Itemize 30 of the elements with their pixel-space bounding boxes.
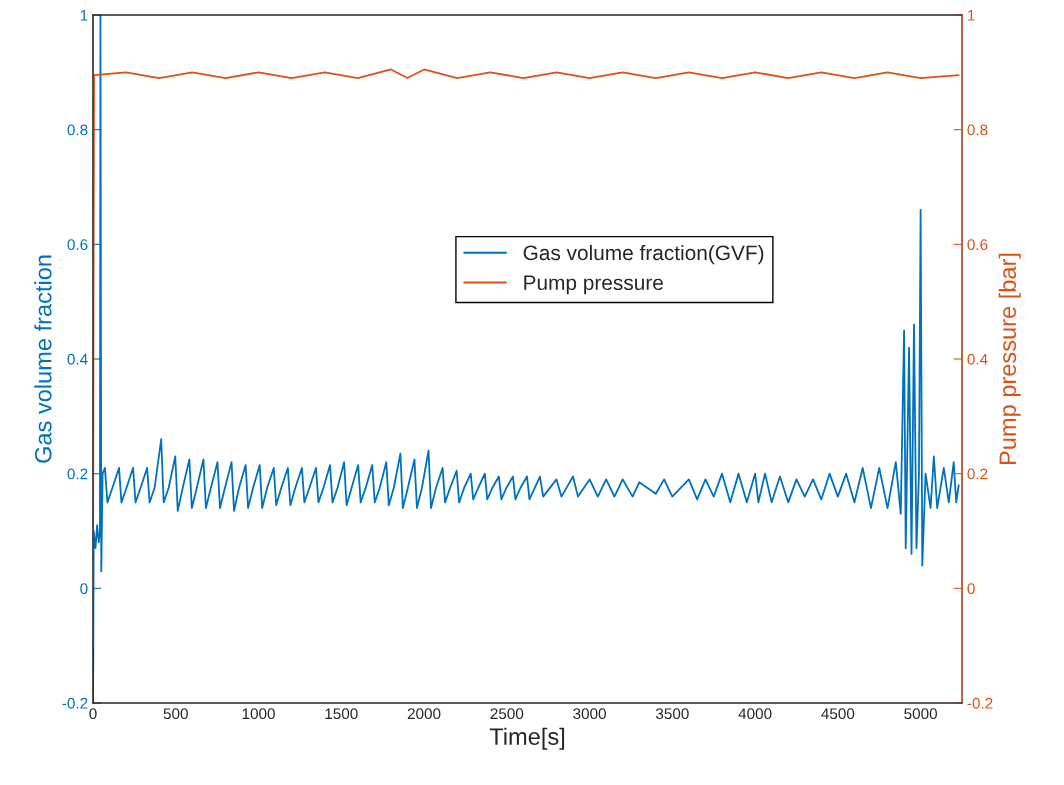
x-tick-label: 1000 (242, 708, 275, 720)
x-axis-title: Time[s] (489, 727, 565, 750)
y-tick-label: 0.2 (67, 468, 88, 480)
legend-label: Pump pressure (524, 275, 663, 295)
x-tick-label: 4000 (738, 708, 772, 720)
y2-tick-label: 0.4 (967, 353, 988, 365)
y-tick-label: 0.6 (67, 239, 88, 251)
x-tick-label: 2500 (490, 708, 524, 720)
y-tick-label: 0.4 (67, 353, 88, 365)
x-tick-label: 2000 (407, 708, 441, 720)
y-tick-label: 1 (80, 10, 88, 21)
y2-tick-label: 1 (968, 10, 975, 21)
y2-axis-title: Pump pressure [bar] (998, 253, 1021, 465)
legend-label: Gas volume fraction(GVF) (523, 244, 764, 265)
y-tick-label: 0.8 (67, 124, 88, 136)
x-tick-label: 1500 (325, 708, 358, 720)
y-axis-title: Gas volume fraction (34, 255, 52, 463)
y-tick-label: 0 (80, 583, 88, 595)
y2-tick-label: 0.2 (967, 468, 988, 480)
x-tick-label: 4500 (821, 708, 855, 720)
x-tick-label: 5000 (904, 708, 938, 720)
y2-tick-label: 0.6 (967, 239, 988, 251)
x-tick-label: 3000 (573, 708, 606, 720)
x-tick-label: 0 (89, 708, 97, 720)
y-tick-label: -0.2 (62, 697, 88, 709)
y2-tick-label: -0.2 (967, 697, 993, 709)
x-tick-label: 3500 (655, 708, 689, 720)
y2-tick-label: 0 (967, 583, 975, 595)
y2-tick-label: 0.8 (967, 124, 988, 136)
x-tick-label: 500 (163, 708, 188, 720)
